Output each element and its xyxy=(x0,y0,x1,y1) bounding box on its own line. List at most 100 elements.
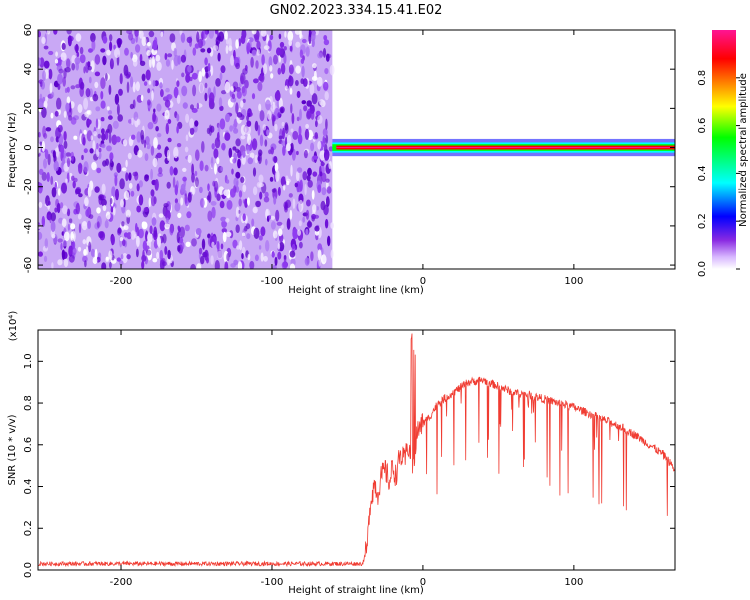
noise-speck xyxy=(65,152,72,157)
noise-speck xyxy=(118,88,123,96)
noise-speck xyxy=(155,54,161,62)
noise-speck xyxy=(77,246,82,252)
noise-speck xyxy=(221,219,228,228)
noise-speck xyxy=(100,77,106,89)
noise-speck xyxy=(68,254,75,263)
noise-speck xyxy=(228,37,232,49)
noise-speck xyxy=(328,146,334,152)
noise-speck xyxy=(273,196,277,205)
noise-speck xyxy=(289,209,293,220)
noise-speck xyxy=(53,160,59,172)
noise-speck xyxy=(94,81,99,89)
noise-speck xyxy=(65,102,70,112)
noise-speck xyxy=(290,164,293,177)
noise-speck xyxy=(159,249,164,261)
noise-speck xyxy=(96,221,100,229)
y-tick-label: 0.0 xyxy=(23,562,34,578)
noise-speck xyxy=(284,31,287,38)
noise-speck xyxy=(94,248,98,260)
noise-speck xyxy=(256,49,261,56)
noise-speck xyxy=(206,195,211,201)
noise-speck xyxy=(166,94,173,100)
noise-speck xyxy=(164,52,168,61)
noise-speck xyxy=(278,33,282,40)
noise-speck xyxy=(176,80,180,87)
noise-speck xyxy=(262,124,267,131)
noise-speck xyxy=(148,57,152,68)
noise-speck xyxy=(216,193,221,201)
noise-speck xyxy=(169,166,174,176)
colorbar-tick-label: 0.4 xyxy=(697,165,708,181)
noise-speck xyxy=(108,132,112,144)
noise-speck xyxy=(242,184,247,193)
noise-speck xyxy=(325,53,330,62)
noise-speck xyxy=(283,184,286,191)
noise-speck xyxy=(306,108,312,119)
noise-speck xyxy=(63,131,67,141)
noise-speck xyxy=(318,256,321,267)
noise-speck xyxy=(41,140,46,152)
noise-speck xyxy=(109,34,113,42)
noise-speck xyxy=(194,120,199,127)
noise-speck xyxy=(274,107,280,120)
noise-speck xyxy=(87,109,92,116)
noise-speck xyxy=(216,131,220,142)
noise-speck xyxy=(220,65,226,74)
noise-speck xyxy=(229,125,234,132)
noise-speck xyxy=(38,231,43,240)
noise-speck xyxy=(252,167,257,177)
noise-speck xyxy=(289,250,296,258)
noise-speck xyxy=(181,85,188,97)
noise-speck xyxy=(136,205,142,213)
noise-speck xyxy=(214,30,218,35)
noise-speck xyxy=(259,134,264,147)
noise-speck xyxy=(117,38,122,48)
noise-speck xyxy=(237,261,243,269)
noise-speck xyxy=(78,223,82,234)
noise-speck xyxy=(73,135,78,140)
noise-speck xyxy=(274,123,278,132)
noise-speck xyxy=(139,60,146,66)
noise-speck xyxy=(196,102,200,110)
noise-speck xyxy=(260,30,267,37)
noise-speck xyxy=(120,199,124,208)
noise-speck xyxy=(71,62,76,71)
noise-speck xyxy=(280,224,284,230)
noise-speck xyxy=(153,137,158,149)
noise-speck xyxy=(97,133,102,139)
noise-speck xyxy=(180,32,186,44)
noise-speck xyxy=(232,81,239,90)
noise-speck xyxy=(100,48,106,53)
noise-speck xyxy=(235,171,241,179)
noise-speck xyxy=(41,36,46,45)
noise-speck xyxy=(132,59,138,67)
y-tick-label: -40 xyxy=(23,218,34,234)
noise-speck xyxy=(327,235,331,247)
noise-speck xyxy=(83,249,87,256)
colorbar-gradient xyxy=(712,30,736,269)
noise-speck xyxy=(311,93,318,105)
noise-speck xyxy=(143,139,147,149)
noise-speck xyxy=(50,112,54,119)
noise-speck xyxy=(305,123,309,129)
noise-speck xyxy=(165,122,169,135)
y-tick-label: 1.0 xyxy=(23,353,34,369)
noise-speck xyxy=(225,113,230,123)
noise-speck xyxy=(305,46,310,57)
noise-speck xyxy=(245,124,251,136)
noise-speck xyxy=(108,250,113,261)
noise-speck xyxy=(213,180,219,192)
noise-speck xyxy=(290,128,294,133)
noise-speck xyxy=(297,229,301,236)
noise-speck xyxy=(140,134,145,145)
noise-speck xyxy=(177,212,182,219)
noise-speck xyxy=(90,135,94,141)
noise-speck xyxy=(75,188,78,195)
noise-speck xyxy=(236,112,243,118)
noise-speck xyxy=(153,226,158,238)
noise-speck xyxy=(43,255,48,262)
noise-speck xyxy=(319,99,325,106)
noise-speck xyxy=(232,158,237,164)
noise-speck xyxy=(57,73,63,85)
noise-speck xyxy=(220,216,227,222)
